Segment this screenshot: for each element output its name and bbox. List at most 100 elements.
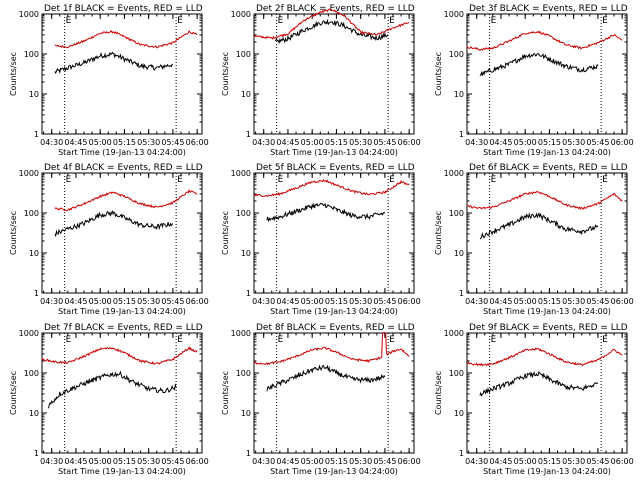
x-tick-label: 04:30 (465, 457, 488, 466)
x-tick-label: 04:30 (252, 457, 275, 466)
plot-frame (253, 13, 415, 135)
y-axis-label: Counts/sec (9, 52, 18, 96)
y-tick-label: 1000 (231, 169, 251, 178)
y-tick-label: 10 (29, 90, 39, 99)
x-axis-label: Start Time (19-Jan-13 04:24:00) (483, 307, 611, 316)
x-tick-label: 05:00 (301, 138, 324, 147)
chart-title: Det 8f BLACK = Events, RED = LLD (256, 323, 415, 333)
event-marker-label: E (491, 16, 497, 26)
panel-det-5: Det 5f BLACK = Events, RED = LLD 1 10 100 10… (221, 163, 421, 316)
x-tick-label: 05:15 (113, 138, 136, 147)
event-marker-label: E (278, 175, 284, 185)
series-line-lld (54, 29, 198, 49)
plot-frame (41, 332, 203, 454)
chart-title: Det 5f BLACK = Events, RED = LLD (256, 163, 415, 173)
panel-det-2: Det 2f BLACK = Events, RED = LLD 1 10 100 10… (221, 4, 421, 157)
event-marker-label: E (177, 175, 183, 185)
x-tick-label: 05:00 (514, 457, 537, 466)
event-marker-label: E (602, 175, 608, 185)
y-tick-label: 100 (24, 209, 39, 218)
x-axis-label: Start Time (19-Jan-13 04:24:00) (270, 467, 398, 476)
y-axis-label: Counts/sec (9, 211, 18, 255)
y-tick-label: 10 (241, 90, 251, 99)
y-tick-label: 10 (454, 409, 464, 418)
chart-title: Det 3f BLACK = Events, RED = LLD (469, 4, 628, 14)
x-tick-label: 06:00 (186, 457, 209, 466)
panel-det-8: Det 8f BLACK = Events, RED = LLD 1 10 100 10… (221, 323, 421, 476)
x-tick-label: 05:15 (113, 297, 136, 306)
x-tick-label: 06:00 (186, 297, 209, 306)
plot-frame (466, 172, 628, 294)
x-tick-label: 05:45 (586, 297, 609, 306)
chart-title: Det 6f BLACK = Events, RED = LLD (469, 163, 628, 173)
y-tick-label: 10 (29, 249, 39, 258)
x-axis-label: Start Time (19-Jan-13 04:24:00) (483, 148, 611, 157)
panel-det-6: Det 6f BLACK = Events, RED = LLD 1 10 100 10… (434, 163, 634, 316)
plot-frame (41, 13, 203, 135)
x-tick-label: 06:00 (611, 138, 634, 147)
y-tick-label: 100 (449, 50, 464, 59)
x-tick-label: 04:30 (40, 457, 63, 466)
x-tick-label: 05:15 (325, 457, 348, 466)
x-tick-label: 04:30 (465, 138, 488, 147)
y-tick-label: 1 (246, 449, 251, 458)
x-tick-label: 04:45 (64, 457, 87, 466)
x-tick-label: 06:00 (398, 457, 421, 466)
y-tick-label: 1000 (444, 10, 464, 19)
y-tick-label: 1000 (231, 10, 251, 19)
x-tick-label: 04:45 (276, 138, 299, 147)
plot-frame (253, 332, 415, 454)
y-tick-label: 100 (24, 50, 39, 59)
panel-det-4: Det 4f BLACK = Events, RED = LLD 1 10 100 10… (9, 163, 209, 316)
x-tick-label: 05:30 (349, 457, 372, 466)
y-tick-label: 1 (34, 130, 39, 139)
y-tick-label: 1 (246, 289, 251, 298)
y-tick-label: 100 (236, 369, 251, 378)
x-axis-label: Start Time (19-Jan-13 04:24:00) (483, 467, 611, 476)
x-tick-label: 04:30 (40, 138, 63, 147)
event-marker-label: E (66, 335, 72, 345)
y-tick-label: 1 (34, 289, 39, 298)
x-tick-label: 04:30 (252, 138, 275, 147)
x-tick-label: 05:00 (89, 297, 112, 306)
x-tick-label: 04:45 (489, 138, 512, 147)
x-tick-label: 05:30 (137, 457, 160, 466)
y-tick-label: 100 (236, 50, 251, 59)
series-line-lld (466, 191, 623, 210)
x-tick-label: 04:30 (40, 297, 63, 306)
y-tick-label: 1 (459, 289, 464, 298)
y-axis-label: Counts/sec (221, 52, 230, 96)
y-axis-label: Counts/sec (221, 371, 230, 415)
event-marker-label: E (602, 335, 608, 345)
y-tick-label: 10 (29, 409, 39, 418)
series-line-events (266, 364, 386, 392)
x-tick-label: 04:45 (276, 457, 299, 466)
panel-det-1: Det 1f BLACK = Events, RED = LLD 1 10 100 10… (9, 4, 209, 157)
x-tick-label: 04:45 (489, 297, 512, 306)
x-tick-label: 05:00 (301, 297, 324, 306)
panel-det-9: Det 9f BLACK = Events, RED = LLD 1 10 100 10… (434, 323, 634, 476)
x-tick-label: 05:15 (538, 138, 561, 147)
x-tick-label: 05:30 (349, 297, 372, 306)
x-tick-label: 06:00 (186, 138, 209, 147)
series-line-lld (253, 179, 410, 198)
y-tick-label: 1 (34, 449, 39, 458)
panel-det-7: Det 7f BLACK = Events, RED = LLD 1 10 100 10… (9, 323, 209, 476)
y-axis-label: Counts/sec (434, 211, 443, 255)
event-marker-label: E (66, 175, 72, 185)
x-tick-label: 05:00 (514, 297, 537, 306)
x-tick-label: 05:30 (137, 138, 160, 147)
y-tick-label: 1000 (444, 329, 464, 338)
x-tick-label: 05:15 (113, 457, 136, 466)
y-tick-label: 1 (459, 130, 464, 139)
x-tick-label: 05:30 (137, 297, 160, 306)
y-tick-label: 1 (459, 449, 464, 458)
y-tick-label: 1000 (19, 329, 39, 338)
x-tick-label: 05:45 (373, 457, 396, 466)
plot-frame (41, 172, 203, 294)
panel-det-3: Det 3f BLACK = Events, RED = LLD 1 10 100 10… (434, 4, 634, 157)
y-tick-label: 10 (241, 249, 251, 258)
x-tick-label: 04:45 (276, 297, 299, 306)
x-tick-label: 05:15 (325, 138, 348, 147)
